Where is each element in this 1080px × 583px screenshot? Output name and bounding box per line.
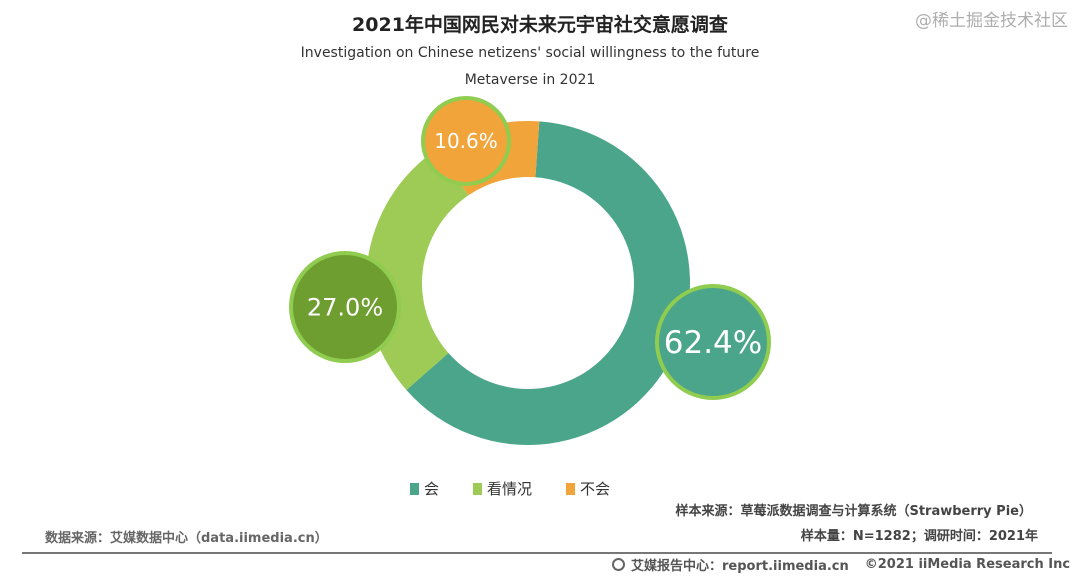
footer-copyright: ©2021 iiMedia Research Inc	[864, 557, 1071, 572]
legend: 会 看情况 不会	[410, 478, 610, 499]
footer-report: 艾媒报告中心：report.iimedia.cn	[631, 559, 849, 574]
legend-item-yes: 会	[410, 478, 439, 499]
legend-label: 会	[424, 480, 440, 498]
slice-yes	[406, 121, 690, 445]
chart-title: 2021年中国网民对未来元宇宙社交意愿调查	[352, 14, 728, 36]
chart-subtitle-line2: Metaverse in 2021	[464, 72, 596, 88]
legend-swatch	[566, 482, 576, 495]
legend-swatch	[473, 482, 483, 495]
data-label-text: 10.6%	[434, 129, 498, 153]
data-source: 数据来源：艾媒数据中心（data.iimedia.cn）	[45, 531, 328, 546]
label-bubble	[655, 284, 771, 400]
legend-item-no: 不会	[566, 478, 610, 499]
legend-swatch	[410, 482, 419, 495]
iimedia-logo-icon	[612, 558, 625, 571]
sample-size: 样本量：N=1282；调研时间：2021年	[800, 529, 1038, 544]
label-bubble	[289, 251, 401, 363]
legend-label: 看情况	[487, 480, 533, 498]
data-label-no: 10.6%	[421, 96, 511, 186]
data-label-depends: 27.0%	[289, 251, 401, 363]
donut-chart: 62.4% 27.0% 10.6%	[289, 96, 771, 445]
legend-label: 不会	[580, 480, 611, 498]
label-bubble	[421, 96, 511, 186]
data-label-text: 27.0%	[307, 294, 383, 322]
footer-divider	[22, 552, 1052, 554]
data-label-yes: 62.4%	[655, 284, 771, 400]
watermark: @稀土掘金技术社区	[915, 11, 1068, 31]
data-label-text: 62.4%	[664, 325, 762, 361]
sample-source: 样本来源：草莓派数据调查与计算系统（Strawberry Pie）	[675, 504, 1032, 519]
footer: 艾媒报告中心：report.iimedia.cn ©2021 iiMedia R…	[612, 555, 1070, 574]
legend-item-depends: 看情况	[473, 478, 532, 499]
chart-subtitle-line1: Investigation on Chinese netizens' socia…	[300, 45, 760, 61]
